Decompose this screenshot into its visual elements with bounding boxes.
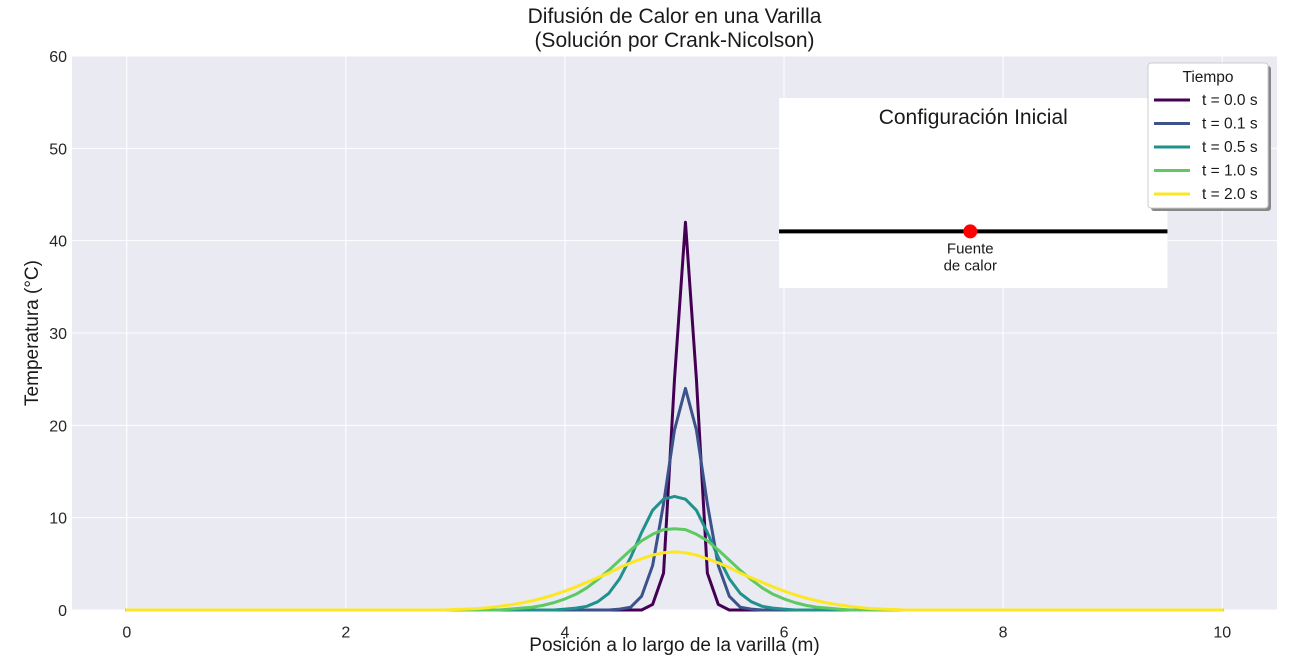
x-tick-label: 4 [561, 624, 570, 641]
y-tick-label: 50 [49, 141, 67, 158]
heat-source-label: Fuente [947, 240, 994, 257]
legend-entry: t = 0.0 s [1202, 92, 1258, 109]
chart-title: (Solución por Crank-Nicolson) [534, 29, 814, 52]
axis-labels: Posición a lo largo de la varilla (m) Tem… [22, 5, 822, 656]
heat-source-marker [963, 224, 978, 239]
x-tick-label: 8 [999, 624, 1008, 641]
x-tick-label: 0 [122, 624, 131, 641]
y-tick-label: 0 [58, 603, 67, 620]
y-tick-label: 30 [49, 326, 67, 343]
y-tick-label: 20 [49, 418, 67, 435]
y-tick-label: 10 [49, 511, 67, 528]
y-tick-label: 40 [49, 234, 67, 251]
heat-source-label: de calor [944, 257, 997, 274]
x-tick-label: 6 [780, 624, 789, 641]
y-tick-label: 60 [49, 49, 67, 66]
legend-entry: t = 1.0 s [1202, 163, 1258, 180]
legend-title: Tiempo [1182, 69, 1233, 86]
inset-title: Configuración Inicial [879, 106, 1068, 129]
legend-entry: t = 2.0 s [1202, 186, 1258, 203]
y-axis-label: Temperatura (°C) [22, 260, 43, 406]
tick-labels: 0 2 4 6 8 10 0 10 20 30 40 50 60 [49, 49, 1231, 641]
legend-entry: t = 0.1 s [1202, 116, 1258, 133]
x-tick-label: 10 [1213, 624, 1231, 641]
legend-entry: t = 0.5 s [1202, 139, 1258, 156]
inset-background [779, 98, 1168, 288]
series-line [125, 550, 1224, 612]
chart-title: Difusión de Calor en una Varilla [528, 5, 822, 28]
legend: Tiempo t = 0.0 s t = 0.1 s t = 0.5 s t = 1.0… [1147, 62, 1271, 211]
series-lines [125, 220, 1224, 612]
x-tick-label: 2 [341, 624, 350, 641]
x-axis-label: Posición a lo largo de la varilla (m) [529, 635, 819, 656]
